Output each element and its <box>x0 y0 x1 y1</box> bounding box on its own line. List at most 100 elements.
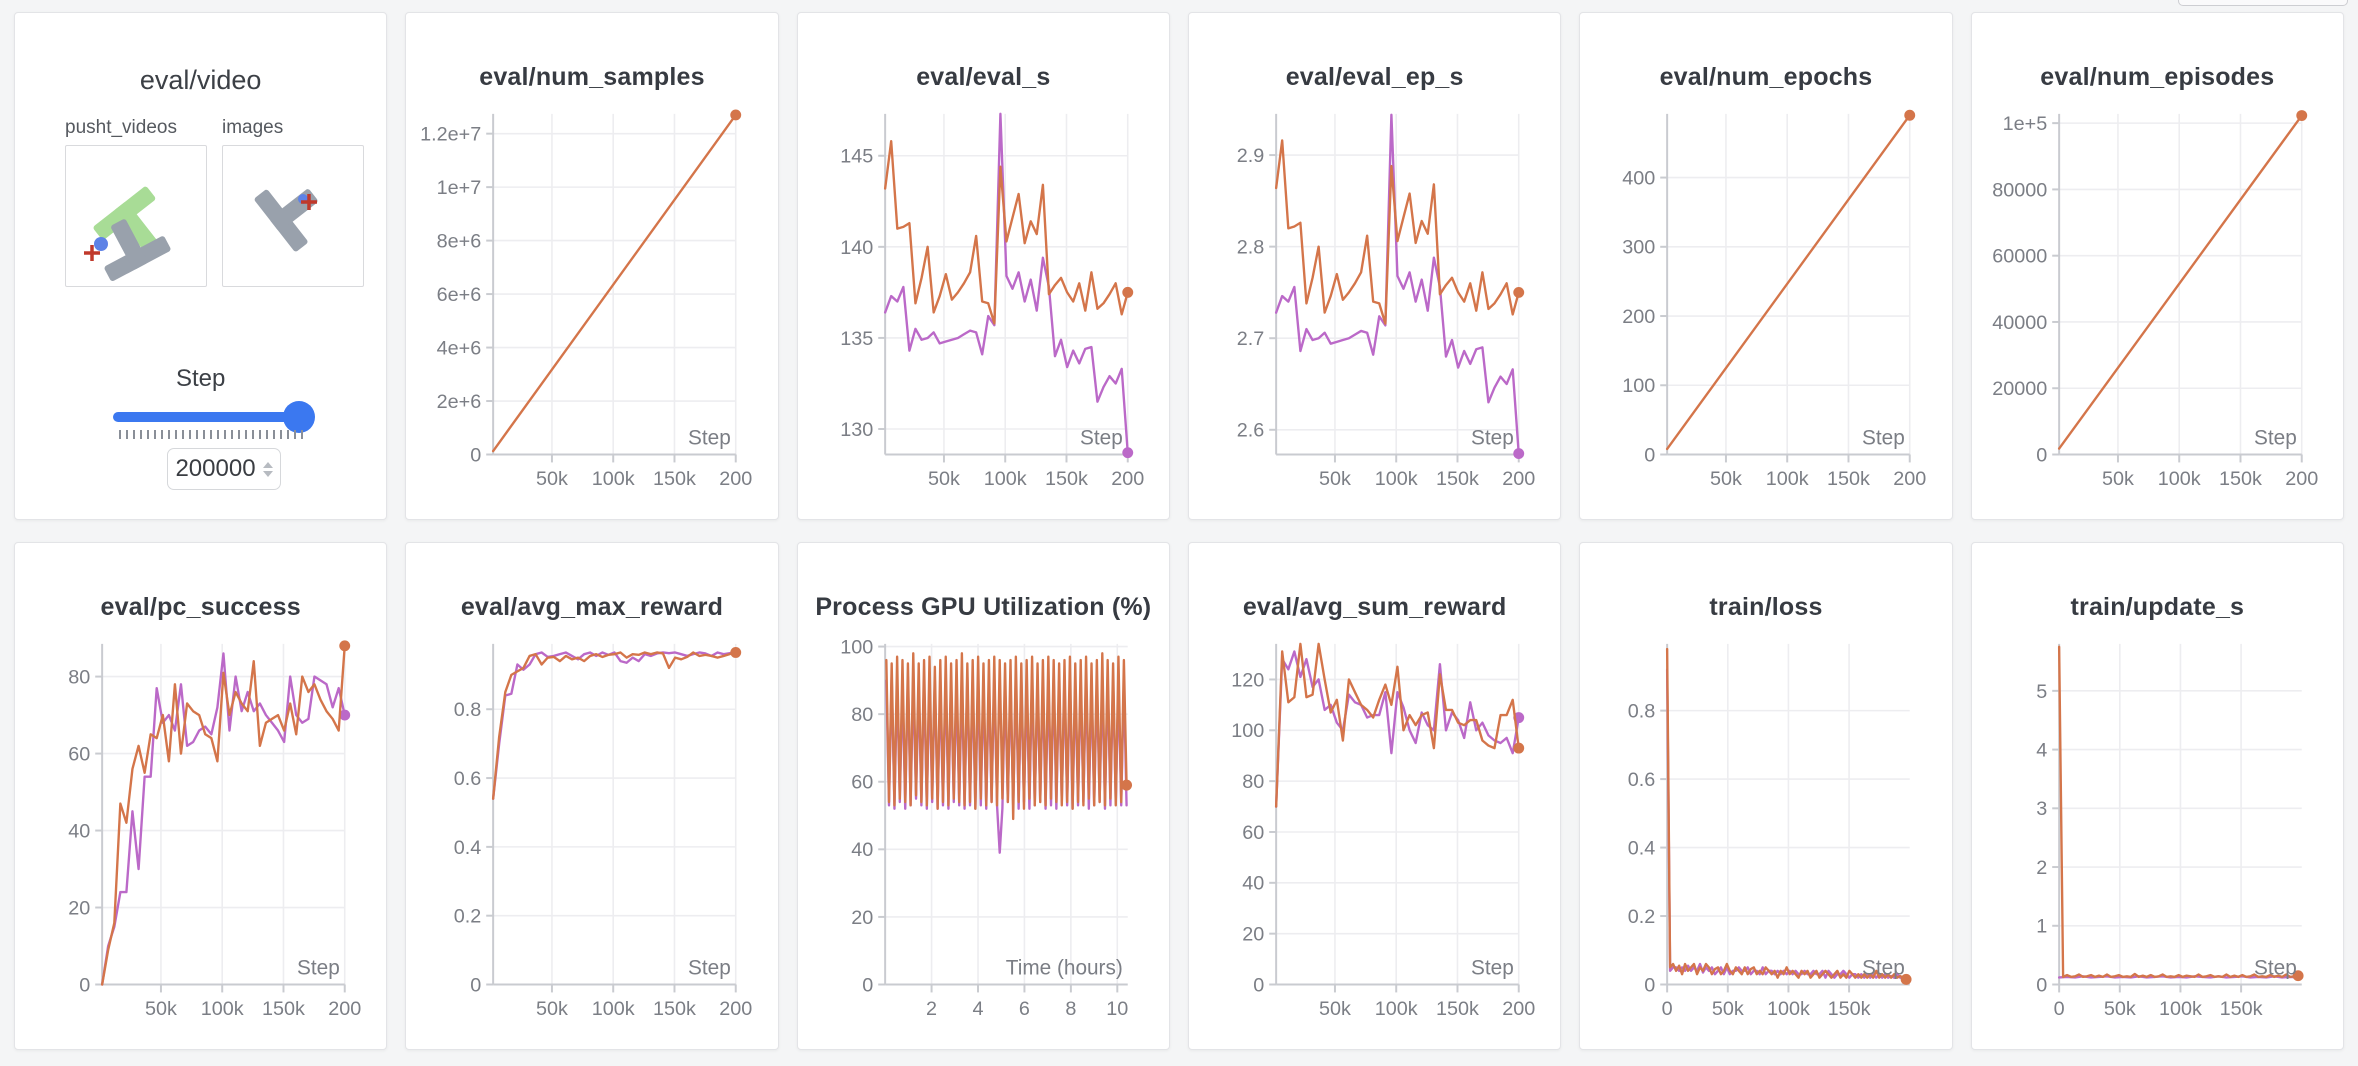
svg-text:150k: 150k <box>1436 998 1479 1020</box>
chart-title: eval/eval_ep_s <box>1285 63 1464 91</box>
stepper-arrows-icon[interactable] <box>262 461 273 477</box>
chart-body: 2.6 2.7 2.8 2.9 50k 100k 150k 200 Step <box>1189 98 1560 508</box>
svg-text:50k: 50k <box>1710 468 1742 490</box>
svg-text:0: 0 <box>1645 444 1656 466</box>
chart-body: 0 20 40 60 80 100 2 4 6 8 10 Time (hours) <box>798 628 1169 1038</box>
svg-text:60: 60 <box>1242 822 1264 844</box>
svg-text:0.4: 0.4 <box>454 837 482 859</box>
agent-dot <box>94 237 108 251</box>
svg-text:50k: 50k <box>536 998 568 1020</box>
step-number-input[interactable]: 200000 <box>167 448 281 490</box>
svg-text:1.2e+7: 1.2e+7 <box>420 124 481 146</box>
chevron-down-icon[interactable] <box>262 470 273 477</box>
svg-text:50k: 50k <box>928 468 960 490</box>
svg-text:200: 200 <box>1502 468 1535 490</box>
svg-text:3: 3 <box>2036 798 2047 820</box>
svg-text:150k: 150k <box>262 998 305 1020</box>
svg-text:Step: Step <box>1862 957 1905 980</box>
svg-text:50k: 50k <box>2102 468 2134 490</box>
svg-text:100k: 100k <box>201 998 244 1020</box>
panel-train-update-s: train/update_s 0 1 2 3 4 5 0 50k 100k 150k Step <box>1970 542 2344 1050</box>
svg-text:150k: 150k <box>1436 468 1479 490</box>
chart-canvas-eval-num-epochs[interactable]: 0 100 200 300 400 50k 100k 150k 200 Step <box>1580 98 1951 508</box>
chart-canvas-eval-num-samples[interactable]: 0 2e+6 4e+6 6e+6 8e+6 1e+7 1.2e+7 50k 100k 150k 20… <box>406 98 777 508</box>
svg-text:150k: 150k <box>2219 998 2262 1020</box>
svg-text:200: 200 <box>1623 306 1656 328</box>
svg-text:10: 10 <box>1106 998 1128 1020</box>
panel-eval-eval-s: eval/eval_s 130 135 140 145 50k 100k 150k 200 St… <box>796 12 1170 520</box>
step-slider-label: Step <box>175 365 226 392</box>
chart-body: 0 20 40 60 80 100 120 50k 100k 150k 200 Step <box>1189 628 1560 1038</box>
video-thumbnail-images[interactable] <box>222 145 364 287</box>
chart-canvas-eval-avg-max-reward[interactable]: 0 0.2 0.4 0.6 0.8 50k 100k 150k 200 Step <box>406 628 777 1038</box>
svg-text:100k: 100k <box>1766 468 1809 490</box>
svg-text:100k: 100k <box>1375 998 1418 1020</box>
svg-text:200: 200 <box>1111 468 1144 490</box>
svg-text:8: 8 <box>1065 998 1076 1020</box>
chart-canvas-eval-avg-sum-reward[interactable]: 0 20 40 60 80 100 120 50k 100k 150k 200 Step <box>1189 628 1560 1038</box>
media-panel-title: eval/video <box>139 65 262 95</box>
svg-text:20: 20 <box>1242 924 1264 946</box>
svg-text:140: 140 <box>840 237 873 259</box>
media-key-label-images: images <box>222 117 284 138</box>
video-thumbnail-pusht[interactable] <box>65 145 207 287</box>
step-value: 200000 <box>175 455 256 482</box>
svg-text:0.6: 0.6 <box>454 768 482 790</box>
svg-text:40: 40 <box>851 839 873 861</box>
svg-text:80: 80 <box>68 667 90 689</box>
media-key-label-pusht-videos: pusht_videos <box>65 117 177 138</box>
svg-text:0: 0 <box>1253 974 1264 996</box>
svg-text:4: 4 <box>972 998 983 1020</box>
panel-eval-avg-sum-reward: eval/avg_sum_reward 0 20 40 60 80 100 120 50k 10… <box>1188 542 1562 1050</box>
svg-text:80: 80 <box>851 704 873 726</box>
chart-canvas-process-gpu-utilization[interactable]: 0 20 40 60 80 100 2 4 6 8 10 Time (hours) <box>798 628 1169 1038</box>
svg-text:6e+6: 6e+6 <box>437 284 482 306</box>
panel-eval-pc-success: eval/pc_success 0 20 40 60 80 50k 100k 150k 200 S… <box>14 542 388 1050</box>
svg-text:100k: 100k <box>592 468 635 490</box>
svg-text:200: 200 <box>1894 468 1927 490</box>
svg-text:0.8: 0.8 <box>1628 701 1656 723</box>
svg-text:50k: 50k <box>1319 468 1351 490</box>
svg-text:2.9: 2.9 <box>1237 145 1265 167</box>
chart-body: 0 2e+6 4e+6 6e+6 8e+6 1e+7 1.2e+7 50k 100k 150k 20… <box>406 98 777 508</box>
svg-text:Step: Step <box>2254 957 2297 980</box>
svg-text:200: 200 <box>1502 998 1535 1020</box>
svg-text:300: 300 <box>1623 237 1656 259</box>
chart-canvas-eval-pc-success[interactable]: 0 20 40 60 80 50k 100k 150k 200 Step <box>15 628 386 1038</box>
svg-text:Step: Step <box>2254 427 2297 450</box>
svg-text:20000: 20000 <box>1992 378 2047 400</box>
svg-text:0: 0 <box>1662 998 1673 1020</box>
pusht-scene-image <box>84 186 171 282</box>
svg-text:8e+6: 8e+6 <box>437 231 482 253</box>
svg-text:60: 60 <box>68 743 90 765</box>
svg-text:2e+6: 2e+6 <box>437 391 482 413</box>
chart-canvas-eval-num-episodes[interactable]: 0 20000 40000 60000 80000 1e+5 50k 100k 150k 200 S… <box>1972 98 2343 508</box>
chart-body: 0 100 200 300 400 50k 100k 150k 200 Step <box>1580 98 1951 508</box>
chart-title: eval/num_samples <box>479 63 705 91</box>
images-scene-image <box>254 189 318 252</box>
svg-text:20: 20 <box>68 897 90 919</box>
svg-text:100k: 100k <box>983 468 1026 490</box>
svg-text:150k: 150k <box>2219 468 2262 490</box>
svg-text:100: 100 <box>1623 375 1656 397</box>
panel-eval-num-samples: eval/num_samples 0 2e+6 4e+6 6e+6 8e+6 1e+7 1.… <box>405 12 779 520</box>
chart-title: eval/eval_s <box>916 63 1051 91</box>
svg-text:6: 6 <box>1019 998 1030 1020</box>
svg-text:2: 2 <box>2036 857 2047 879</box>
chart-canvas-eval-eval-ep-s[interactable]: 2.6 2.7 2.8 2.9 50k 100k 150k 200 Step <box>1189 98 1560 508</box>
chart-canvas-train-loss[interactable]: 0 0.2 0.4 0.6 0.8 0 50k 100k 150k Step <box>1580 628 1951 1038</box>
chart-canvas-train-update-s[interactable]: 0 1 2 3 4 5 0 50k 100k 150k Step <box>1972 628 2343 1038</box>
step-slider-thumb[interactable] <box>283 401 315 433</box>
svg-text:0.4: 0.4 <box>1628 837 1656 859</box>
chart-body: 0 0.2 0.4 0.6 0.8 0 50k 100k 150k Step <box>1580 628 1951 1038</box>
step-slider-track[interactable] <box>113 412 308 422</box>
svg-text:Step: Step <box>1080 427 1123 450</box>
chevron-up-icon[interactable] <box>262 461 273 468</box>
chart-title: Process GPU Utilization (%) <box>815 593 1152 621</box>
chart-canvas-eval-eval-s[interactable]: 130 135 140 145 50k 100k 150k 200 Step <box>798 98 1169 508</box>
svg-text:150k: 150k <box>653 998 696 1020</box>
panel-eval-avg-max-reward: eval/avg_max_reward 0 0.2 0.4 0.6 0.8 50k 100k… <box>405 542 779 1050</box>
chart-title: eval/pc_success <box>100 593 301 621</box>
svg-text:100k: 100k <box>1375 468 1418 490</box>
chart-body: 0 20000 40000 60000 80000 1e+5 50k 100k 150k 200 S… <box>1972 98 2343 508</box>
